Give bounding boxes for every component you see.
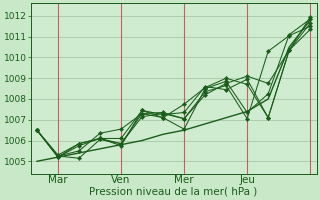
X-axis label: Pression niveau de la mer( hPa ): Pression niveau de la mer( hPa )	[90, 187, 258, 197]
